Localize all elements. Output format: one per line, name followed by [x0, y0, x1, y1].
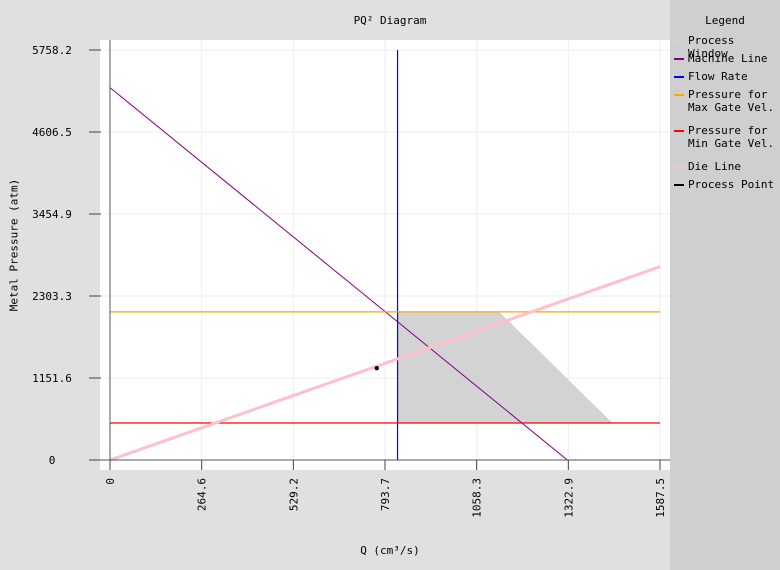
series-layer: [109, 50, 661, 462]
legend-label: Process Window: [688, 34, 735, 60]
legend-title: Legend: [705, 14, 745, 27]
legend-swatch: [674, 58, 684, 60]
legend-swatch: [674, 184, 684, 186]
legend-label: Process Point: [688, 178, 775, 191]
legend-label: Die Line: [688, 160, 741, 173]
legend-item-die-line: Die Line: [674, 160, 741, 173]
axes: 0 1151.6 2303.3 3454.9 4606.5 5758.2 0 264.6 529…: [32, 40, 670, 518]
x-tick-label: 1058.3: [471, 478, 484, 518]
legend-swatch: [674, 94, 684, 96]
x-tick-label: 529.2: [287, 478, 300, 511]
legend-item-machine-line: Machine Line: [674, 52, 767, 65]
y-tick-label: 4606.5: [32, 126, 72, 139]
legend-swatch: [674, 40, 684, 42]
chart-title: PQ² Diagram: [353, 14, 427, 27]
x-tick-label: 0: [104, 478, 117, 485]
legend-label: Machine Line: [688, 52, 768, 65]
legend-item-process-point: Process Point: [674, 178, 774, 191]
y-tick-label: 5758.2: [32, 44, 72, 57]
legend-label: Pressure for Min Gate Vel.: [688, 124, 775, 150]
legend-label: Flow Rate: [688, 70, 748, 83]
x-tick-label: 793.7: [379, 478, 392, 511]
x-tick-label: 1322.9: [562, 478, 575, 518]
legend-swatch: [674, 76, 684, 78]
pq2-chart: 0 1151.6 2303.3 3454.9 4606.5 5758.2 0 264.6 529…: [32, 40, 670, 518]
legend-item-max-gate-pressure: Pressure for Max Gate Vel.: [674, 88, 774, 114]
y-tick-label: 2303.3: [32, 290, 72, 303]
x-tick-label: 1587.5: [654, 478, 667, 518]
legend-item-flow-rate: Flow Rate: [674, 70, 748, 83]
machine-line: [109, 87, 568, 461]
legend-swatch: [674, 166, 684, 168]
die-line: [109, 265, 661, 462]
x-tick-label: 264.6: [196, 478, 209, 511]
legend-label: Pressure for Max Gate Vel.: [688, 88, 775, 114]
y-tick-label: 3454.9: [32, 208, 72, 221]
legend-swatch: [674, 130, 684, 132]
process-point: [374, 365, 379, 371]
y-axis-label: Metal Pressure (atm): [7, 178, 21, 312]
legend-item-process-window: Process Window: [674, 34, 780, 60]
y-tick-label: 1151.6: [32, 372, 72, 385]
y-tick-label: 0: [49, 454, 56, 467]
legend-panel: Legend Process Window Machine Line Flow …: [670, 0, 780, 570]
x-axis-label: Q (cm³/s): [360, 544, 420, 557]
legend-item-min-gate-pressure: Pressure for Min Gate Vel.: [674, 124, 774, 150]
